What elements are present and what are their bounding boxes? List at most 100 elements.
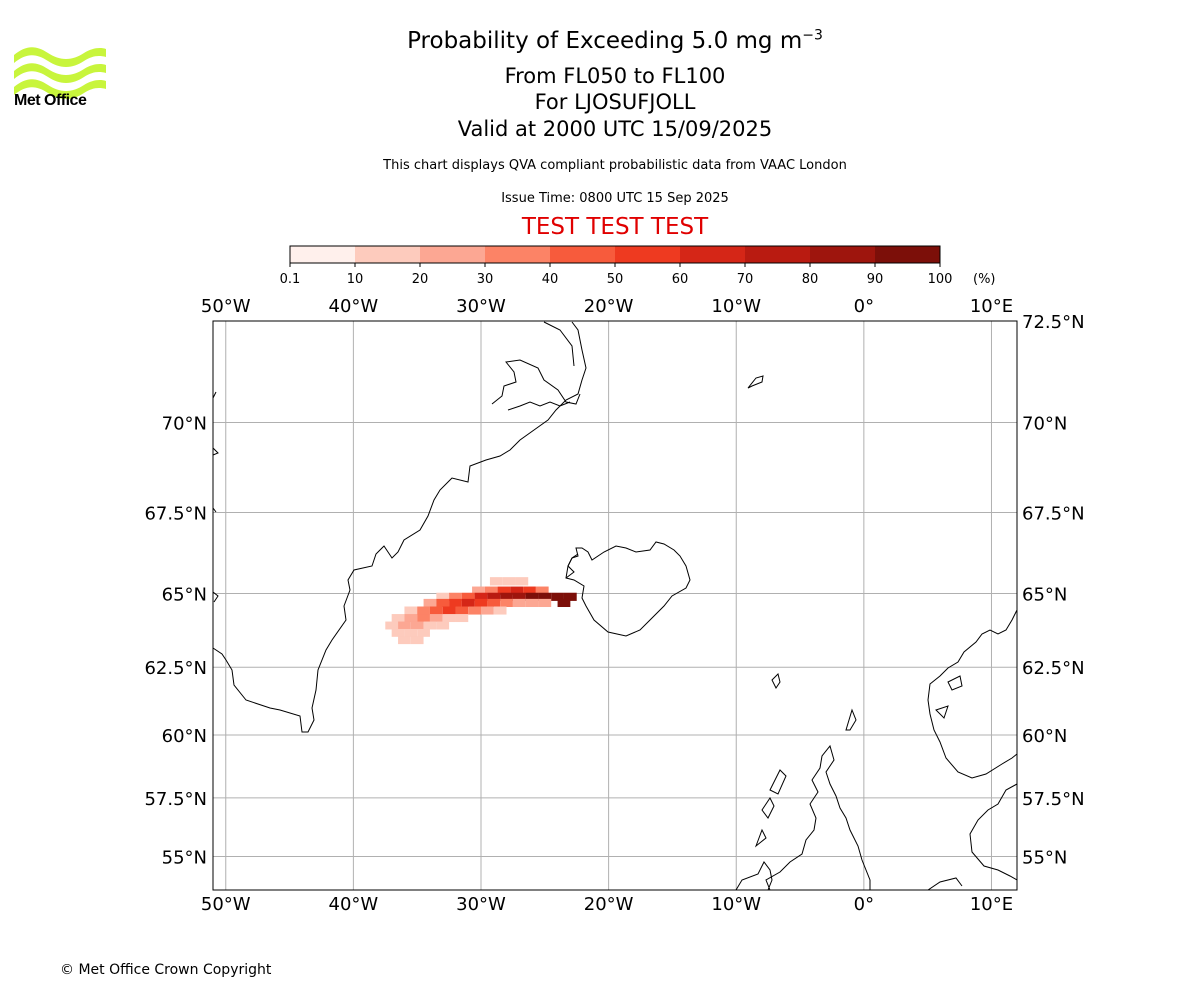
- ash-probability-cell: [512, 598, 526, 608]
- faroe-islands: [771, 673, 781, 689]
- lon-label-bottom: 50°W: [201, 894, 251, 915]
- ash-probability-cell: [487, 592, 501, 601]
- ash-probability-cell: [487, 598, 501, 608]
- ash-probability-cell: [461, 598, 475, 608]
- lat-label-right: 65°N: [1022, 585, 1067, 606]
- valid-time: Valid at 2000 UTC 15/09/2025: [457, 117, 773, 141]
- lat-label-right: 60°N: [1022, 726, 1067, 747]
- colorbar-tick-label: 70: [737, 272, 754, 287]
- ash-probability-cell: [489, 577, 503, 586]
- scotland-coastline: [765, 744, 871, 891]
- greenland-north: [543, 321, 575, 367]
- ash-probability-cell: [391, 614, 405, 623]
- lon-label-bottom: 20°W: [584, 894, 634, 915]
- ash-probability-cell: [398, 621, 411, 630]
- ash-probability-cell: [497, 586, 511, 595]
- colorbar-tick-label: 40: [542, 272, 559, 287]
- ash-probability-cell: [410, 621, 424, 630]
- lat-label-right: 62.5°N: [1022, 658, 1085, 679]
- iceland-westfjords: [565, 553, 579, 579]
- issue-time: Issue Time: 0800 UTC 15 Sep 2025: [501, 191, 729, 206]
- lon-label-top: 30°W: [456, 296, 506, 317]
- colorbar-tick-label: 60: [672, 272, 689, 287]
- colorbar-tick-label: 50: [607, 272, 624, 287]
- norway-islands: [935, 675, 963, 719]
- lon-label-top: 50°W: [201, 296, 251, 317]
- lat-label-right: 57.5°N: [1022, 789, 1085, 810]
- jan-mayen: [747, 375, 764, 389]
- colorbar: 0.1 10 20 30 40 50 60 70 80 90 100 (%): [280, 245, 996, 287]
- ash-probability-cell: [455, 614, 469, 623]
- lon-label-bottom: 10°W: [711, 894, 761, 915]
- ash-probability-cell: [523, 586, 536, 595]
- ash-probability-cell: [481, 606, 494, 615]
- lon-label-bottom: 0°: [854, 894, 874, 915]
- lat-label-left: 57.5°N: [144, 789, 207, 810]
- lon-label-bottom: 30°W: [456, 894, 506, 915]
- colorbar-swatch: [810, 246, 876, 263]
- lat-label-right: 72.5°N: [1022, 312, 1085, 333]
- ash-probability-cell: [423, 621, 437, 630]
- ash-probability-cell: [423, 598, 437, 608]
- colorbar-tick-label: 30: [477, 272, 494, 287]
- lat-label-right: 55°N: [1022, 848, 1067, 869]
- lat-label-right: 67.5°N: [1022, 504, 1085, 525]
- ash-probability-cell: [398, 636, 411, 645]
- denmark: [927, 877, 963, 891]
- ash-probability-cell: [525, 592, 539, 601]
- colorbar-swatch: [745, 246, 811, 263]
- met-office-waves-logo-icon: [14, 47, 106, 99]
- ash-probability-cell: [404, 628, 418, 637]
- ash-probability-cell: [502, 577, 516, 586]
- map-frame: [212, 320, 1018, 891]
- ash-probability-cell: [385, 621, 399, 630]
- lon-label-bottom: 10°E: [970, 894, 1013, 915]
- greenland-fjord-2: [507, 401, 571, 411]
- ash-probability-cell: [472, 586, 485, 595]
- shetland: [845, 708, 857, 731]
- ash-probability-cell: [551, 592, 564, 601]
- ash-probability-cell: [510, 586, 524, 595]
- ash-probability-cell: [449, 598, 462, 608]
- lat-label-left: 65°N: [162, 585, 207, 606]
- iceland-coastline: [565, 541, 691, 637]
- colorbar-swatch: [290, 246, 356, 263]
- ash-probability-cell: [493, 606, 507, 615]
- ash-probability-cell: [563, 592, 577, 601]
- ash-probability-cell: [391, 628, 405, 637]
- ash-probability-cell: [404, 614, 418, 623]
- ash-probability-cell: [442, 614, 456, 623]
- colorbar-swatch: [355, 246, 421, 263]
- ash-probability-cell: [410, 636, 424, 645]
- ash-probability-cell: [500, 598, 513, 608]
- lat-label-right: 70°N: [1022, 414, 1067, 435]
- lon-label-top: 10°E: [970, 296, 1013, 317]
- ash-probability-cell: [515, 577, 529, 586]
- ash-probability-cell: [436, 598, 450, 608]
- ash-probability-cell: [474, 598, 488, 608]
- lat-label-left: 67.5°N: [144, 504, 207, 525]
- ash-probability-cell: [429, 614, 443, 623]
- lat-label-left: 62.5°N: [144, 658, 207, 679]
- ash-probability-cell: [436, 592, 450, 601]
- lat-label-left: 70°N: [162, 414, 207, 435]
- colorbar-tick-label: 90: [867, 272, 884, 287]
- ash-probability-cell: [417, 606, 430, 615]
- logo-text: Met Office: [14, 92, 87, 109]
- lon-label-bottom: 40°W: [329, 894, 379, 915]
- colorbar-tick-label: 20: [412, 272, 429, 287]
- colorbar-tick-label: 80: [802, 272, 819, 287]
- greenland-fjord: [491, 359, 581, 405]
- ash-probability-cell: [455, 606, 469, 615]
- ash-probability-cell: [535, 586, 549, 595]
- norway-coastline: [927, 609, 1018, 779]
- ash-probability-cell: [538, 592, 552, 601]
- colorbar-unit: (%): [973, 272, 996, 287]
- ireland-coastline: [735, 861, 773, 891]
- test-banner: TEST TEST TEST: [521, 214, 709, 240]
- lon-label-top: 40°W: [329, 296, 379, 317]
- chart-description: This chart displays QVA compliant probab…: [383, 158, 847, 173]
- ash-probability-cell: [557, 598, 571, 608]
- ash-probability-cell: [449, 592, 462, 601]
- ash-probability-cell: [417, 628, 430, 637]
